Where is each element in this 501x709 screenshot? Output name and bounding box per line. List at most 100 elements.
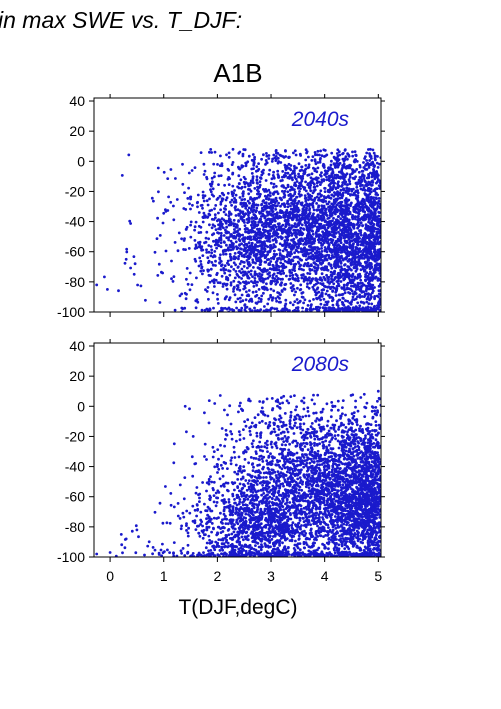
scatter-point bbox=[320, 250, 324, 253]
scatter-point bbox=[317, 240, 321, 244]
scatter-point bbox=[334, 259, 337, 263]
scatter-point bbox=[305, 151, 308, 155]
scatter-point bbox=[351, 281, 355, 285]
scatter-point bbox=[213, 224, 217, 228]
scatter-point bbox=[251, 230, 255, 234]
scatter-point bbox=[377, 263, 380, 267]
scatter-point bbox=[209, 188, 212, 192]
scatter-point bbox=[293, 240, 296, 244]
scatter-point bbox=[250, 158, 254, 162]
scatter-point bbox=[311, 218, 315, 222]
scatter-point bbox=[125, 250, 129, 254]
scatter-point bbox=[368, 159, 371, 162]
scatter-point bbox=[371, 202, 375, 206]
scatter-point bbox=[277, 174, 280, 178]
scatter-point bbox=[335, 210, 339, 214]
scatter-point bbox=[219, 208, 223, 212]
scatter-point bbox=[351, 217, 355, 221]
scatter-point bbox=[262, 222, 266, 226]
scatter-point bbox=[258, 278, 262, 282]
scatter-point bbox=[266, 239, 269, 243]
scatter-point bbox=[256, 169, 260, 173]
scatter-point bbox=[301, 239, 305, 243]
scatter-point bbox=[248, 247, 252, 251]
scatter-point bbox=[247, 281, 251, 285]
scatter-point bbox=[359, 233, 363, 237]
scatter-point bbox=[253, 187, 257, 190]
scatter-point bbox=[180, 237, 184, 241]
scatter-point bbox=[279, 416, 283, 420]
scatter-point bbox=[293, 149, 297, 153]
scatter-point bbox=[342, 522, 346, 526]
scatter-point bbox=[296, 306, 300, 310]
scatter-point bbox=[283, 229, 287, 233]
scatter-point bbox=[352, 205, 356, 209]
scatter-point bbox=[306, 261, 310, 265]
scatter-point bbox=[244, 306, 247, 310]
scatter-point bbox=[308, 276, 311, 279]
scatter-point bbox=[106, 288, 109, 291]
scatter-point bbox=[328, 175, 332, 179]
scatter-point bbox=[324, 200, 328, 203]
scatter-point bbox=[352, 285, 356, 288]
scatter-point bbox=[323, 187, 327, 190]
scatter-point bbox=[261, 232, 265, 235]
scatter-point bbox=[346, 152, 349, 156]
scatter-point bbox=[294, 277, 297, 281]
scatter-point bbox=[299, 288, 303, 291]
scatter-point bbox=[251, 258, 255, 262]
scatter-point bbox=[312, 224, 315, 228]
scatter-point bbox=[189, 235, 193, 239]
scatter-point bbox=[253, 245, 257, 249]
scatter-point bbox=[271, 206, 275, 210]
scatter-point bbox=[332, 225, 336, 229]
scatter-point bbox=[187, 171, 191, 175]
scatter-point bbox=[257, 296, 261, 300]
scatter-point bbox=[205, 230, 209, 234]
scatter-point bbox=[237, 238, 241, 242]
scatter-point bbox=[284, 298, 288, 302]
scatter-point bbox=[308, 299, 312, 303]
scatter-point bbox=[318, 160, 322, 164]
scatter-point bbox=[276, 257, 279, 260]
scatter-point bbox=[241, 192, 245, 195]
scatter-point bbox=[254, 243, 257, 247]
scatter-point bbox=[248, 255, 251, 259]
scatter-point bbox=[255, 217, 259, 220]
scatter-point bbox=[350, 284, 353, 288]
scatter-point bbox=[279, 283, 282, 287]
scatter-point bbox=[290, 186, 294, 190]
scatter-point bbox=[230, 203, 234, 207]
scatter-point bbox=[229, 239, 233, 243]
scatter-point bbox=[303, 298, 307, 302]
scatter-point bbox=[212, 162, 216, 166]
scatter-point bbox=[232, 246, 236, 249]
scatter-point bbox=[219, 200, 223, 204]
scatter-point bbox=[293, 181, 297, 185]
scatter-point bbox=[329, 181, 333, 185]
scatter-point bbox=[260, 286, 264, 289]
scatter-point bbox=[342, 204, 346, 208]
scatter-point bbox=[234, 193, 238, 197]
scatter-point bbox=[245, 255, 249, 259]
scatter-point bbox=[293, 394, 296, 397]
scatter-point bbox=[277, 265, 281, 269]
scatter-point bbox=[199, 225, 203, 229]
scatter-point bbox=[276, 291, 279, 294]
scatter-point bbox=[219, 220, 223, 224]
scatter-point bbox=[341, 246, 344, 249]
scatter-point bbox=[364, 245, 368, 249]
scatter-point bbox=[369, 251, 373, 255]
scatter-point bbox=[238, 150, 242, 154]
scatter-point bbox=[366, 197, 369, 200]
scatter-point bbox=[232, 231, 236, 235]
scatter-point bbox=[199, 269, 203, 273]
scatter-point bbox=[335, 165, 339, 169]
scatter-point bbox=[246, 199, 250, 203]
scatter-point bbox=[329, 196, 333, 200]
scatter-point bbox=[280, 254, 284, 257]
scatter-point bbox=[378, 297, 381, 301]
scatter-point bbox=[228, 243, 232, 247]
scatter-point bbox=[347, 251, 350, 254]
scatter-point bbox=[289, 282, 293, 285]
